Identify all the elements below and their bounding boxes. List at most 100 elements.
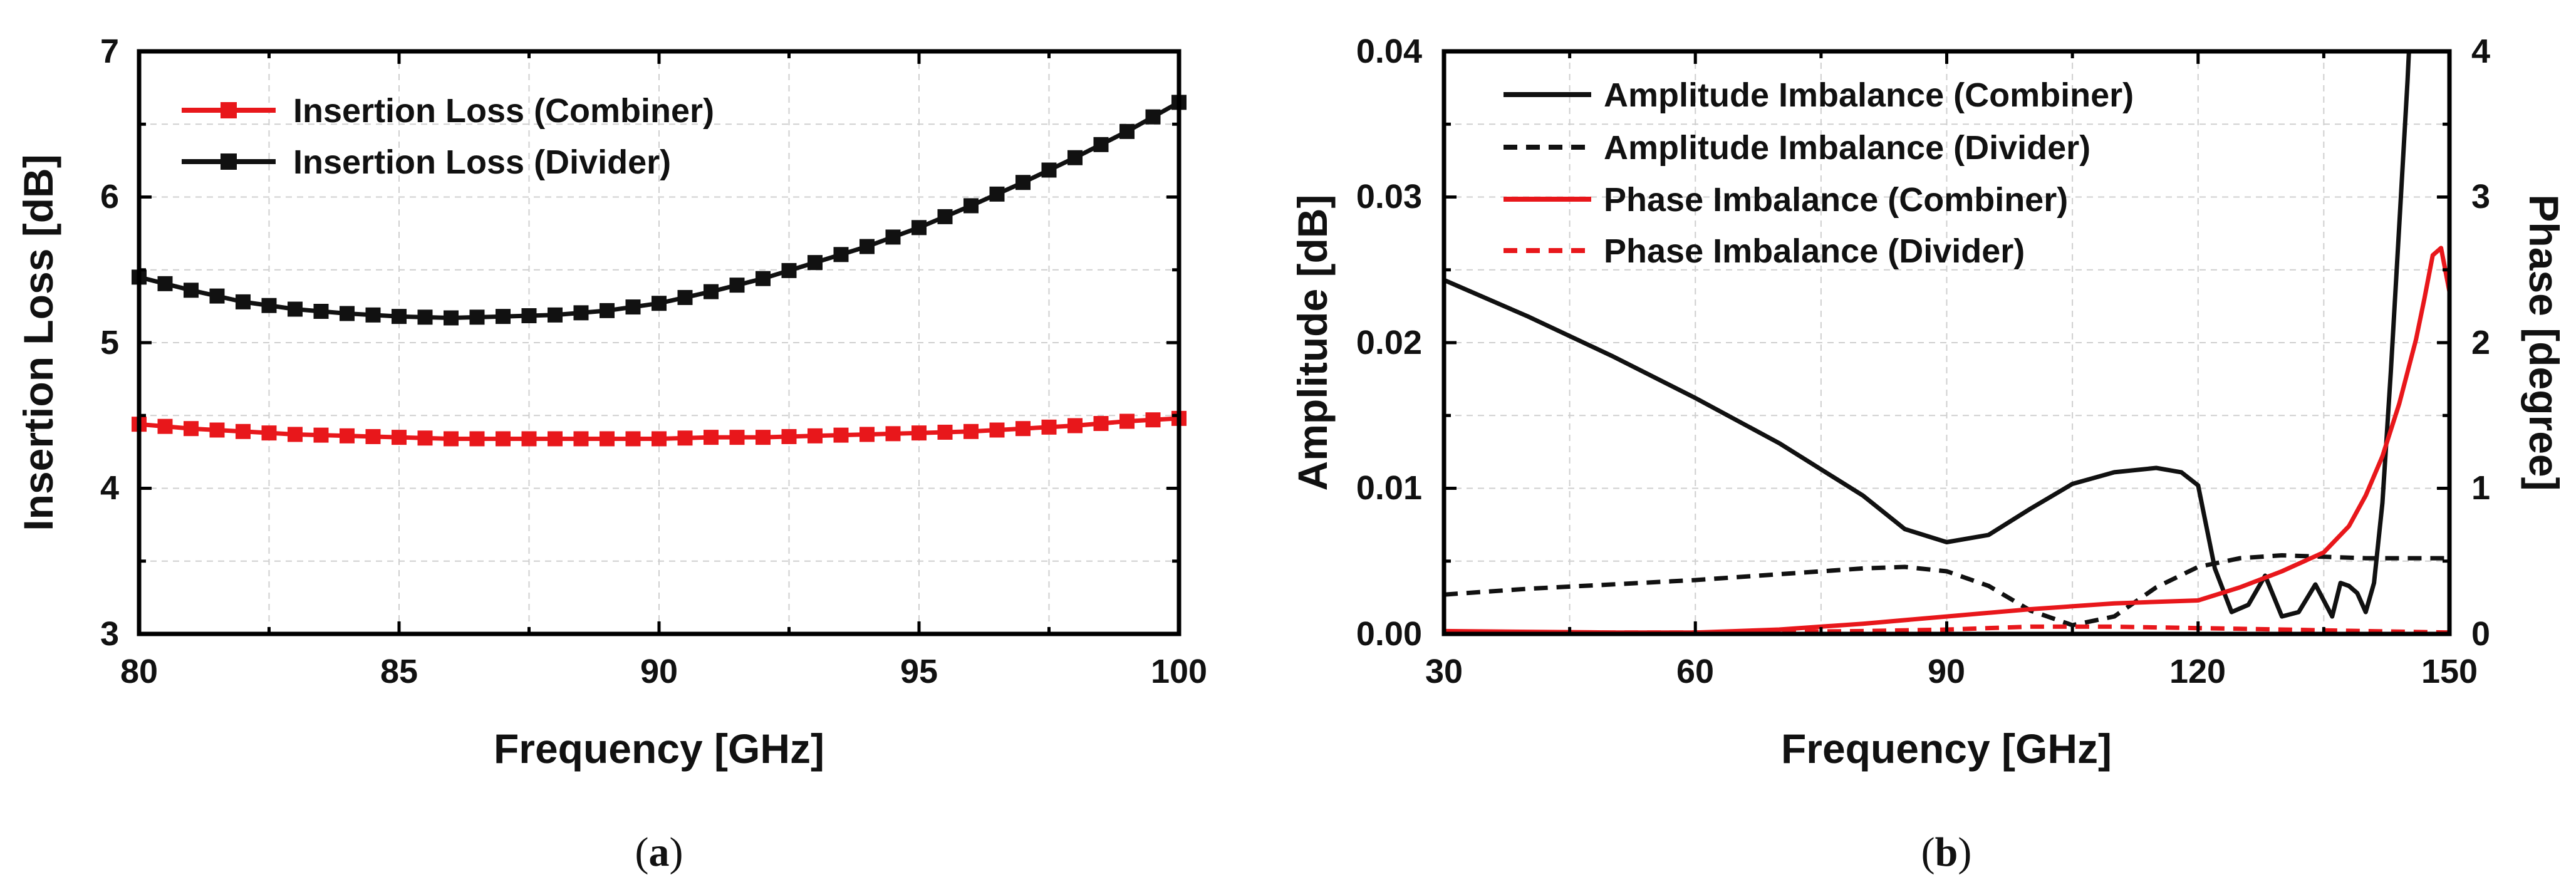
series-marker: [1015, 421, 1031, 437]
series-marker: [261, 298, 277, 313]
panel-a-x-tick-label: 100: [1151, 653, 1207, 690]
series-marker: [1093, 137, 1109, 152]
panel-b-x-axis-title: Frequency [GHz]: [1781, 725, 2112, 772]
series-marker: [184, 283, 199, 298]
panel-b-x-tick-label: 90: [1928, 653, 1965, 690]
series-marker: [885, 229, 901, 245]
series-b-0-line: [1444, 51, 2411, 619]
series-marker: [340, 428, 355, 444]
panel-b-x-tick-label: 150: [2421, 653, 2478, 690]
legend-item-phase-divider: Phase Imbalance (Divider): [1504, 232, 2025, 270]
panel-b-y2-tick-labels: 0 1 2 3 4: [2471, 33, 2490, 653]
panel-b-y-tick-labels: 0.00 0.01 0.02 0.03 0.04: [1356, 33, 1422, 653]
panel-a-y-tick-label: 7: [100, 33, 119, 70]
panel-a-tick-marks: [137, 49, 1181, 636]
series-marker: [963, 198, 979, 214]
panel-a-x-tick-label: 95: [900, 653, 938, 690]
legend-label: Phase Imbalance (Combiner): [1604, 181, 2068, 219]
series-marker: [989, 186, 1005, 202]
legend-label: Amplitude Imbalance (Combiner): [1604, 76, 2134, 114]
legend-swatch-marker: [221, 153, 237, 170]
series-marker: [1119, 413, 1135, 429]
panel-b-x-tick-label: 30: [1425, 653, 1463, 690]
series-marker: [911, 425, 927, 441]
series-marker: [652, 296, 667, 311]
series-marker: [184, 421, 199, 437]
panel-b-y2-axis-title: Phase [degree]: [2521, 194, 2567, 490]
series-marker: [313, 304, 329, 319]
series-marker: [1145, 109, 1161, 125]
series-marker: [365, 428, 381, 444]
series-marker: [989, 422, 1005, 438]
series-marker: [885, 426, 901, 442]
panel-b-y-axis-title: Amplitude [dB]: [1289, 195, 1336, 491]
series-marker: [600, 431, 615, 447]
series-marker: [521, 431, 537, 447]
series-marker: [417, 309, 433, 325]
series-marker: [1067, 150, 1083, 165]
series-marker: [157, 276, 173, 291]
panel-a-y-axis-title: Insertion Loss [dB]: [15, 154, 61, 531]
legend-label: Insertion Loss (Combiner): [293, 92, 714, 130]
panel-a-x-tick-label: 80: [120, 653, 158, 690]
panel-b-x-tick-label: 60: [1676, 653, 1714, 690]
panel-b-y-tick-label: 0.03: [1356, 178, 1422, 215]
series-marker: [548, 307, 563, 323]
legend-item-combiner: Insertion Loss (Combiner): [182, 92, 714, 130]
panel-a-y-tick-label: 5: [100, 324, 119, 361]
panel-b-y2-tick-label: 3: [2471, 178, 2490, 215]
series-marker: [963, 423, 979, 439]
series-marker: [1119, 123, 1135, 139]
series-marker: [833, 247, 849, 262]
panel-a-series: [132, 95, 1187, 447]
panel-a-x-axis-title: Frequency [GHz]: [494, 725, 824, 772]
panel-a-x-tick-label: 90: [640, 653, 678, 690]
series-marker: [911, 220, 927, 236]
series-marker: [756, 430, 771, 445]
series-marker: [261, 425, 277, 441]
series-marker: [496, 309, 511, 324]
panel-b-y-tick-label: 0.01: [1356, 469, 1422, 507]
series-marker: [756, 271, 771, 286]
panel-b-y2-tick-label: 0: [2471, 615, 2490, 653]
series-marker: [729, 430, 745, 445]
legend-item-amp-combiner: Amplitude Imbalance (Combiner): [1504, 76, 2134, 114]
series-marker: [340, 306, 355, 321]
panel-a-y-tick-label: 4: [100, 469, 119, 507]
panel-a-y-tick-label: 6: [100, 178, 119, 215]
series-marker: [469, 309, 485, 325]
legend-label: Phase Imbalance (Divider): [1604, 232, 2025, 270]
panel-b-caption: (b): [1921, 829, 1972, 875]
legend-item-divider: Insertion Loss (Divider): [182, 143, 671, 181]
series-marker: [573, 305, 589, 321]
panel-b-x-tick-labels: 30 60 90 120 150: [1425, 653, 2478, 690]
series-marker: [392, 309, 407, 324]
series-marker: [573, 431, 589, 447]
series-marker: [781, 262, 797, 278]
series-marker: [236, 423, 251, 439]
series-marker: [808, 255, 823, 271]
series-marker: [288, 301, 303, 317]
panel-b-imbalance-chart: 30 60 90 120 150 0.00 0.01 0.02 0.03 0.0…: [1289, 33, 2567, 875]
series-marker: [209, 288, 225, 304]
series-marker: [860, 239, 875, 254]
series-marker: [496, 431, 511, 447]
panel-b-legend: Amplitude Imbalance (Combiner) Amplitude…: [1504, 76, 2134, 270]
series-marker: [1145, 412, 1161, 428]
panel-a-legend: Insertion Loss (Combiner) Insertion Loss…: [182, 92, 714, 181]
series-marker: [157, 418, 173, 434]
series-marker: [313, 427, 329, 443]
panel-a-gridlines: [139, 51, 1179, 634]
panel-b-caption-letter: b: [1935, 829, 1958, 875]
series-marker: [209, 422, 225, 438]
series-marker: [833, 427, 849, 443]
legend-label: Insertion Loss (Divider): [293, 143, 671, 181]
series-marker: [392, 430, 407, 445]
panel-b-tick-marks: [1442, 49, 2451, 636]
series-marker: [521, 308, 537, 323]
series-marker: [729, 278, 745, 293]
series-marker: [1015, 175, 1031, 190]
panel-a-caption-letter: a: [649, 829, 670, 875]
series-marker: [365, 307, 381, 323]
series-marker: [937, 209, 953, 224]
